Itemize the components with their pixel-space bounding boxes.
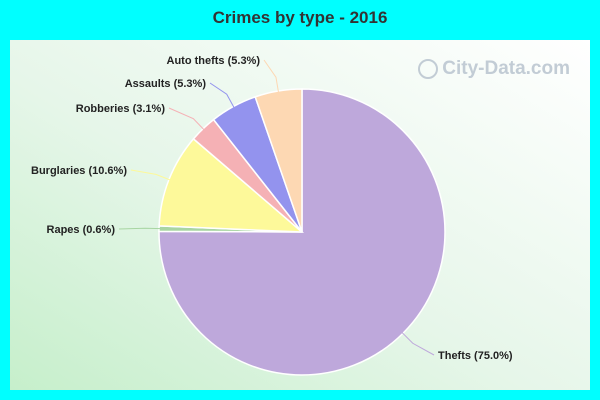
leader-line [130,169,172,181]
chart-panel: City-Data.com Thefts (75.0%) Rapes (0.6%)… [10,40,590,390]
slice-label: Burglaries (10.6%) [31,165,127,177]
leader-line [209,82,235,109]
city-data-logo-icon [418,59,439,79]
slice-label: Rapes (0.6%) [47,224,116,236]
leader-line [263,59,280,94]
watermark-text: City-Data.com [442,58,570,79]
slice-label: Thefts (75.0%) [438,350,513,362]
pie-chart: Thefts (75.0%) Rapes (0.6%) Burglaries (10… [31,55,513,376]
leader-line [118,227,162,230]
chart-title: Crimes by type - 2016 [212,8,388,27]
slice-label: Robberies (3.1%) [76,103,166,115]
watermark: City-Data.com [418,58,570,80]
leader-line [401,331,435,356]
leader-line [168,107,205,131]
slice-label: Auto thefts (5.3%) [167,55,261,67]
slice-label: Assaults (5.3%) [125,78,207,90]
